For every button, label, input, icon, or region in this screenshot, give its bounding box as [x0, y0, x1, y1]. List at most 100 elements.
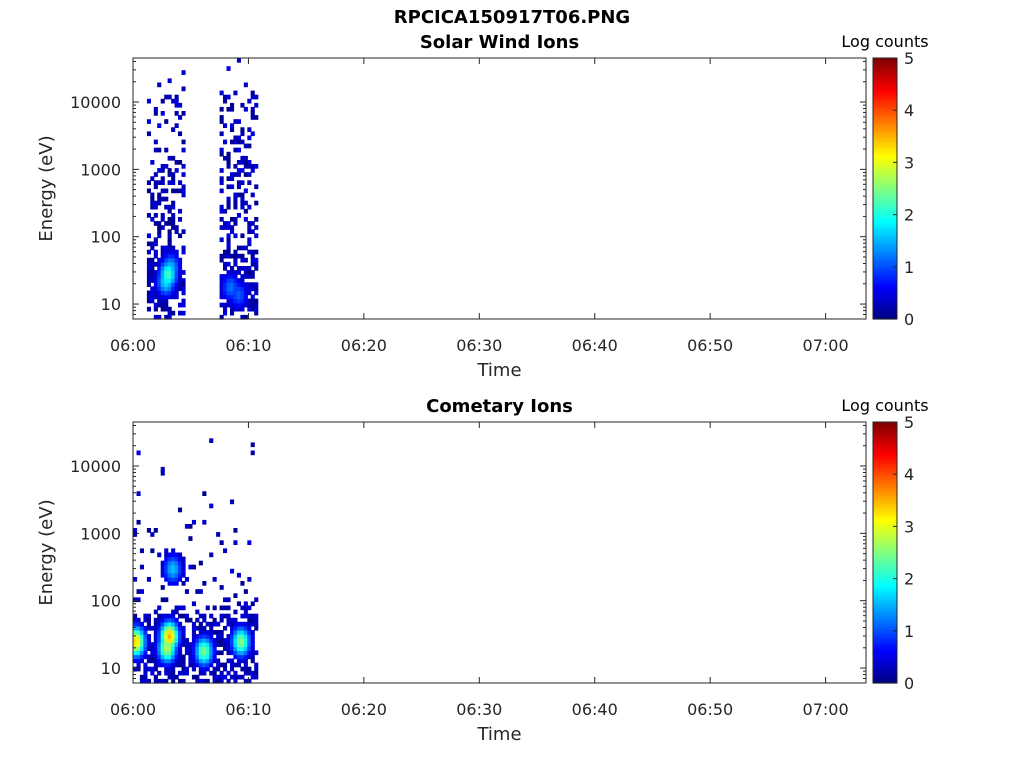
- data-cell: [198, 670, 203, 676]
- colorbar-segment: [873, 471, 897, 475]
- data-cell: [146, 180, 151, 185]
- colorbar-segment: [873, 219, 897, 224]
- data-cell: [247, 306, 252, 312]
- data-cell: [230, 634, 235, 639]
- data-cell: [139, 630, 144, 635]
- data-cell: [143, 617, 148, 623]
- data-cell: [136, 642, 141, 647]
- data-cell: [160, 625, 165, 631]
- data-cell: [243, 155, 248, 161]
- data-cell: [171, 609, 176, 615]
- data-cell: [157, 270, 162, 275]
- data-cell: [146, 528, 151, 533]
- data-cell: [247, 678, 252, 684]
- data-cell: [178, 310, 183, 316]
- colorbar-segment: [873, 659, 897, 663]
- data-cell: [146, 613, 151, 619]
- y-tick-label: 100: [90, 592, 121, 611]
- data-cell: [223, 666, 228, 672]
- data-cell: [171, 180, 176, 185]
- data-cell: [164, 552, 169, 558]
- data-cell: [174, 646, 179, 651]
- data-cell: [150, 294, 155, 300]
- data-cell: [250, 634, 255, 639]
- data-cell: [202, 617, 207, 623]
- data-cell: [191, 654, 196, 660]
- data-cell: [171, 200, 176, 206]
- data-cell: [226, 164, 231, 169]
- data-cell: [247, 221, 252, 226]
- data-cell: [233, 593, 238, 598]
- data-cell: [160, 298, 165, 304]
- data-cell: [171, 294, 176, 300]
- data-cell: [250, 229, 255, 234]
- data-cell: [240, 180, 245, 185]
- data-cell: [167, 249, 172, 255]
- data-cell: [184, 638, 189, 643]
- colorbar-segment: [873, 531, 897, 535]
- data-cell: [167, 670, 172, 676]
- data-cell: [171, 577, 176, 582]
- data-cell: [188, 662, 193, 668]
- colorbar-segment: [873, 76, 897, 80]
- colorbar-segment: [873, 594, 897, 598]
- data-cell: [226, 241, 231, 247]
- data-cell: [205, 654, 210, 660]
- colorbar-segment: [873, 565, 897, 569]
- data-cell: [233, 670, 238, 676]
- data-cell: [250, 261, 255, 267]
- data-cell: [164, 147, 169, 153]
- data-cell: [181, 572, 186, 578]
- data-cell: [247, 180, 252, 185]
- colorbar-segment: [873, 638, 897, 642]
- data-cell: [171, 548, 176, 554]
- colorbar-segment: [873, 240, 897, 244]
- data-cell: [226, 270, 231, 275]
- data-cell: [240, 131, 245, 137]
- colorbar-segment: [873, 641, 897, 645]
- data-cell: [160, 572, 165, 578]
- data-cell: [230, 123, 235, 128]
- data-cell: [167, 78, 172, 84]
- data-cell: [236, 642, 241, 647]
- colorbar-segment: [873, 573, 897, 577]
- colorbar-segment: [873, 89, 897, 93]
- colorbar-segment: [873, 232, 897, 237]
- colorbar-segment: [873, 311, 897, 315]
- data-cell: [230, 638, 235, 643]
- colorbar-segment: [873, 146, 897, 150]
- colorbar-segment: [873, 643, 897, 648]
- data-cell: [136, 625, 141, 631]
- data-cell: [150, 245, 155, 251]
- data-cell: [146, 278, 151, 283]
- data-cell: [133, 658, 138, 664]
- data-cell: [167, 286, 172, 292]
- data-cell: [164, 642, 169, 647]
- data-cell: [146, 261, 151, 267]
- data-cell: [164, 245, 169, 251]
- data-cell: [181, 310, 186, 316]
- data-cell: [174, 168, 179, 173]
- data-cell: [160, 621, 165, 627]
- data-cell: [136, 654, 141, 660]
- data-cell: [230, 630, 235, 635]
- data-cell: [184, 642, 189, 647]
- data-cell: [250, 131, 255, 137]
- data-cell: [212, 650, 217, 656]
- colorbar-segment: [873, 201, 897, 205]
- data-cell: [236, 135, 241, 141]
- data-cell: [160, 290, 165, 296]
- data-cell: [250, 221, 255, 226]
- data-cell: [219, 617, 224, 623]
- data-cell: [254, 306, 259, 312]
- data-cell: [250, 270, 255, 275]
- data-cell: [181, 564, 186, 570]
- data-cell: [202, 613, 207, 619]
- colorbar-segment: [873, 435, 897, 439]
- data-cell: [233, 290, 238, 296]
- colorbar-segment: [873, 677, 897, 681]
- data-cell: [216, 666, 221, 672]
- data-cell: [198, 662, 203, 668]
- data-cell: [153, 634, 158, 639]
- colorbar-segment: [873, 206, 897, 210]
